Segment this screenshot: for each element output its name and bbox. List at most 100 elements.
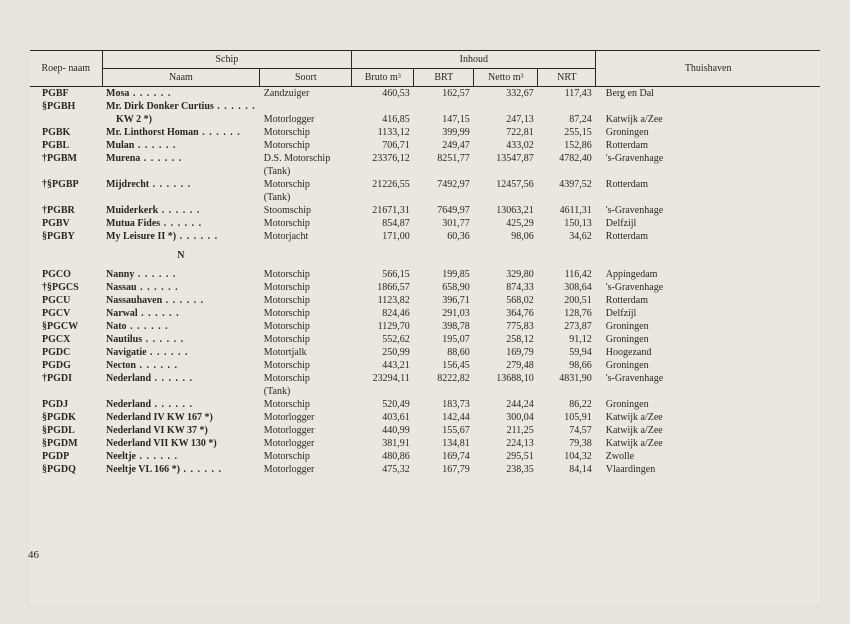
hdr-schip: Schip bbox=[102, 51, 352, 69]
cell-nrt: 98,66 bbox=[538, 359, 596, 372]
hdr-thuishaven: Thuishaven bbox=[596, 51, 820, 87]
cell-code: †§PGCS bbox=[30, 281, 102, 294]
cell-soort: Motorschip bbox=[260, 398, 352, 411]
cell-thuishaven: Katwijk a/Zee bbox=[596, 437, 820, 450]
cell-nrt: 87,24 bbox=[538, 113, 596, 126]
cell-brt bbox=[414, 191, 474, 204]
cell-bruto: 520,49 bbox=[352, 398, 414, 411]
cell-netto: 13063,21 bbox=[474, 204, 538, 217]
table-row: §PGCWNatoMotorschip1129,70398,78775,8327… bbox=[30, 320, 820, 333]
table-body-1: PGBFMosaZandzuiger460,53162,57332,67117,… bbox=[30, 87, 820, 244]
cell-naam: Mulan bbox=[102, 139, 260, 152]
cell-netto: 295,51 bbox=[474, 450, 538, 463]
cell-brt: 147,15 bbox=[414, 113, 474, 126]
cell-netto: 211,25 bbox=[474, 424, 538, 437]
cell-naam: Nassauhaven bbox=[102, 294, 260, 307]
table-row: PGDPNeeltjeMotorschip480,86169,74295,511… bbox=[30, 450, 820, 463]
cell-code: PGDG bbox=[30, 359, 102, 372]
cell-nrt: 84,14 bbox=[538, 463, 596, 476]
table-row: (Tank) bbox=[30, 385, 820, 398]
cell-soort: Motorschip bbox=[260, 450, 352, 463]
cell-nrt: 4831,90 bbox=[538, 372, 596, 385]
cell-brt: 169,74 bbox=[414, 450, 474, 463]
cell-soort: Motorlogger bbox=[260, 411, 352, 424]
cell-thuishaven: Berg en Dal bbox=[596, 87, 820, 101]
cell-naam: Nederland VI KW 37 *) bbox=[102, 424, 260, 437]
cell-bruto: 381,91 bbox=[352, 437, 414, 450]
cell-nrt: 150,13 bbox=[538, 217, 596, 230]
cell-code: §PGDL bbox=[30, 424, 102, 437]
cell-netto: 874,33 bbox=[474, 281, 538, 294]
cell-thuishaven: Vlaardingen bbox=[596, 463, 820, 476]
cell-bruto: 552,62 bbox=[352, 333, 414, 346]
cell-thuishaven: Katwijk a/Zee bbox=[596, 424, 820, 437]
cell-soort: D.S. Motorschip bbox=[260, 152, 352, 165]
cell-brt: 7492,97 bbox=[414, 178, 474, 191]
cell-naam: Mijdrecht bbox=[102, 178, 260, 191]
cell-bruto: 1123,82 bbox=[352, 294, 414, 307]
cell-netto: 332,67 bbox=[474, 87, 538, 101]
cell-bruto: 824,46 bbox=[352, 307, 414, 320]
cell-brt: 167,79 bbox=[414, 463, 474, 476]
cell-soort: (Tank) bbox=[260, 191, 352, 204]
cell-soort: Motorschip bbox=[260, 139, 352, 152]
table-row: PGDCNavigatieMotortjalk250,9988,60169,79… bbox=[30, 346, 820, 359]
cell-netto: 238,35 bbox=[474, 463, 538, 476]
cell-nrt bbox=[538, 100, 596, 113]
cell-brt: 183,73 bbox=[414, 398, 474, 411]
cell-bruto: 443,21 bbox=[352, 359, 414, 372]
cell-thuishaven: 's-Gravenhage bbox=[596, 281, 820, 294]
hdr-nrt: NRT bbox=[538, 69, 596, 87]
cell-brt: 249,47 bbox=[414, 139, 474, 152]
ship-register-table: Roep- naam Schip Inhoud Thuishaven Naam … bbox=[30, 50, 820, 476]
cell-naam: Neeltje bbox=[102, 450, 260, 463]
table-row: §PGDMNederland VII KW 130 *)Motorlogger3… bbox=[30, 437, 820, 450]
cell-thuishaven: Delfzijl bbox=[596, 217, 820, 230]
cell-bruto: 416,85 bbox=[352, 113, 414, 126]
cell-naam: Murena bbox=[102, 152, 260, 165]
cell-code: §PGCW bbox=[30, 320, 102, 333]
cell-thuishaven: 's-Gravenhage bbox=[596, 152, 820, 165]
cell-brt: 7649,97 bbox=[414, 204, 474, 217]
cell-thuishaven: Groningen bbox=[596, 126, 820, 139]
table-row: †PGBMMurenaD.S. Motorschip23376,128251,7… bbox=[30, 152, 820, 165]
cell-naam: Nato bbox=[102, 320, 260, 333]
cell-bruto bbox=[352, 191, 414, 204]
cell-bruto: 460,53 bbox=[352, 87, 414, 101]
cell-netto: 775,83 bbox=[474, 320, 538, 333]
cell-netto: 13547,87 bbox=[474, 152, 538, 165]
cell-code: PGBV bbox=[30, 217, 102, 230]
page-number: 46 bbox=[28, 549, 39, 561]
cell-bruto: 475,32 bbox=[352, 463, 414, 476]
cell-thuishaven: 's-Gravenhage bbox=[596, 372, 820, 385]
cell-code: †PGBR bbox=[30, 204, 102, 217]
table-row: PGBLMulanMotorschip706,71249,47433,02152… bbox=[30, 139, 820, 152]
cell-nrt: 200,51 bbox=[538, 294, 596, 307]
table-row: PGCUNassauhavenMotorschip1123,82396,7156… bbox=[30, 294, 820, 307]
table-row: †PGBRMuiderkerkStoomschip21671,317649,97… bbox=[30, 204, 820, 217]
cell-code: PGCU bbox=[30, 294, 102, 307]
cell-naam: Navigatie bbox=[102, 346, 260, 359]
cell-naam: Mosa bbox=[102, 87, 260, 101]
cell-nrt: 104,32 bbox=[538, 450, 596, 463]
cell-bruto: 440,99 bbox=[352, 424, 414, 437]
cell-thuishaven: Groningen bbox=[596, 398, 820, 411]
cell-thuishaven: 's-Gravenhage bbox=[596, 204, 820, 217]
table-row: PGBKMr. Linthorst HomanMotorschip1133,12… bbox=[30, 126, 820, 139]
cell-nrt: 152,86 bbox=[538, 139, 596, 152]
hdr-inhoud: Inhoud bbox=[352, 51, 596, 69]
cell-brt: 399,99 bbox=[414, 126, 474, 139]
cell-netto: 364,76 bbox=[474, 307, 538, 320]
cell-nrt bbox=[538, 165, 596, 178]
cell-naam: Nederland VII KW 130 *) bbox=[102, 437, 260, 450]
table-row: §PGBHMr. Dirk Donker Curtius bbox=[30, 100, 820, 113]
cell-bruto: 21671,31 bbox=[352, 204, 414, 217]
cell-soort: Stoomschip bbox=[260, 204, 352, 217]
cell-naam bbox=[102, 165, 260, 178]
cell-nrt: 91,12 bbox=[538, 333, 596, 346]
cell-nrt: 308,64 bbox=[538, 281, 596, 294]
table-row: PGBFMosaZandzuiger460,53162,57332,67117,… bbox=[30, 87, 820, 101]
section-divider: N bbox=[30, 243, 820, 268]
cell-naam: My Leisure II *) bbox=[102, 230, 260, 243]
cell-brt: 195,07 bbox=[414, 333, 474, 346]
